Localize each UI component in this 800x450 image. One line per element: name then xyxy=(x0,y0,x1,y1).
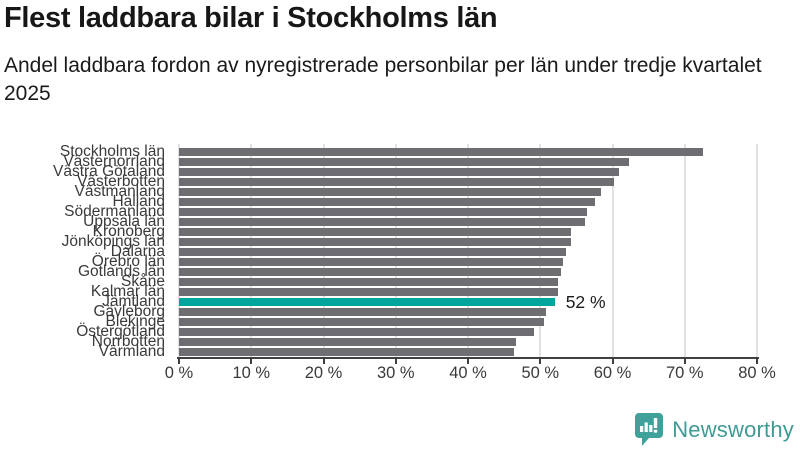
bar-Kalmar län xyxy=(179,288,558,296)
y-axis-label: Örebro län xyxy=(91,253,165,270)
y-axis-label: Blekinge xyxy=(105,313,165,330)
gridline xyxy=(756,144,758,357)
bar-Östergötland xyxy=(179,328,534,336)
x-axis-tick-label: 60 % xyxy=(593,364,632,382)
x-axis-tick xyxy=(539,357,542,364)
y-axis-label: Jönköpings län xyxy=(61,233,165,250)
y-axis-label: Västerbotten xyxy=(77,173,165,190)
bar-Skåne xyxy=(179,278,558,286)
x-axis-tick-label: 10 % xyxy=(232,364,271,382)
x-axis-tick xyxy=(394,357,397,364)
x-axis-tick xyxy=(322,357,325,364)
y-axis-label: Kronoberg xyxy=(92,223,165,240)
x-axis-tick xyxy=(178,357,180,364)
bar-Blekinge xyxy=(179,318,544,326)
x-axis-tick-label: 40 % xyxy=(449,364,487,382)
x-axis-tick xyxy=(756,357,758,364)
y-axis-label: Värmland xyxy=(98,343,165,360)
gridline xyxy=(683,144,686,357)
newsworthy-logo: Newsworthy xyxy=(635,413,794,446)
x-axis-tick-label: 0 % xyxy=(164,364,194,382)
y-axis-label: Norrbotten xyxy=(91,333,165,350)
x-axis-tick xyxy=(611,357,614,364)
y-axis-label: Kalmar län xyxy=(90,283,165,300)
newsworthy-logo-icon xyxy=(635,413,664,446)
y-axis-label: Halland xyxy=(112,193,165,210)
bar-Västmanland xyxy=(179,188,601,196)
x-axis-tick xyxy=(467,357,469,364)
y-axis-label: Västmanland xyxy=(74,183,165,200)
y-axis-label: Jämtland xyxy=(102,293,165,310)
bar-Kronoberg xyxy=(179,228,572,236)
y-axis-label: Västra Götaland xyxy=(52,163,165,180)
bar-Gotlands län xyxy=(179,268,562,276)
bar-Jönköpings län xyxy=(179,238,571,246)
x-axis-tick-label: 80 % xyxy=(738,364,776,382)
y-axis-label: Skåne xyxy=(121,273,165,290)
bar-Värmland xyxy=(179,348,515,356)
bar-Jämtland xyxy=(179,298,555,306)
y-axis-label: Dalarna xyxy=(110,243,165,260)
y-axis-label: Östergötland xyxy=(76,323,165,340)
y-axis-label: Västernorrland xyxy=(63,153,165,170)
bar-Halland xyxy=(179,198,596,206)
chart-title: Flest laddbara bilar i Stockholms län xyxy=(4,2,498,34)
x-axis-tick-label: 50 % xyxy=(521,364,560,382)
bar-Västra Götaland xyxy=(179,168,619,176)
bar-Södermanland xyxy=(179,208,588,216)
x-axis-tick xyxy=(250,357,253,364)
highlight-value-label: 52 % xyxy=(565,292,606,312)
y-axis-label: Gotlands län xyxy=(77,263,165,280)
y-axis-label: Gävleborg xyxy=(93,303,165,320)
y-axis-label: Stockholms län xyxy=(59,143,165,160)
y-axis-label: Uppsala län xyxy=(83,213,165,230)
bar-Stockholms län xyxy=(179,148,703,156)
bar-Örebro län xyxy=(179,258,564,266)
x-axis-tick-label: 30 % xyxy=(376,364,415,382)
newsworthy-logo-text: Newsworthy xyxy=(672,416,794,442)
bar-Västerbotten xyxy=(179,178,614,186)
bar-Norrbotten xyxy=(179,338,516,346)
gridline xyxy=(611,144,614,357)
bar-Gävleborg xyxy=(179,308,547,316)
x-axis-tick-label: 20 % xyxy=(304,364,343,382)
x-axis-tick-label: 70 % xyxy=(665,364,704,382)
bar-Dalarna xyxy=(179,248,567,256)
chart-subtitle: Andel laddbara fordon av nyregistrerade … xyxy=(4,54,762,105)
bar-Västernorrland xyxy=(179,158,630,166)
x-axis-tick xyxy=(683,357,686,364)
y-axis-label: Södermanland xyxy=(64,203,165,220)
bar-Uppsala län xyxy=(179,218,586,226)
